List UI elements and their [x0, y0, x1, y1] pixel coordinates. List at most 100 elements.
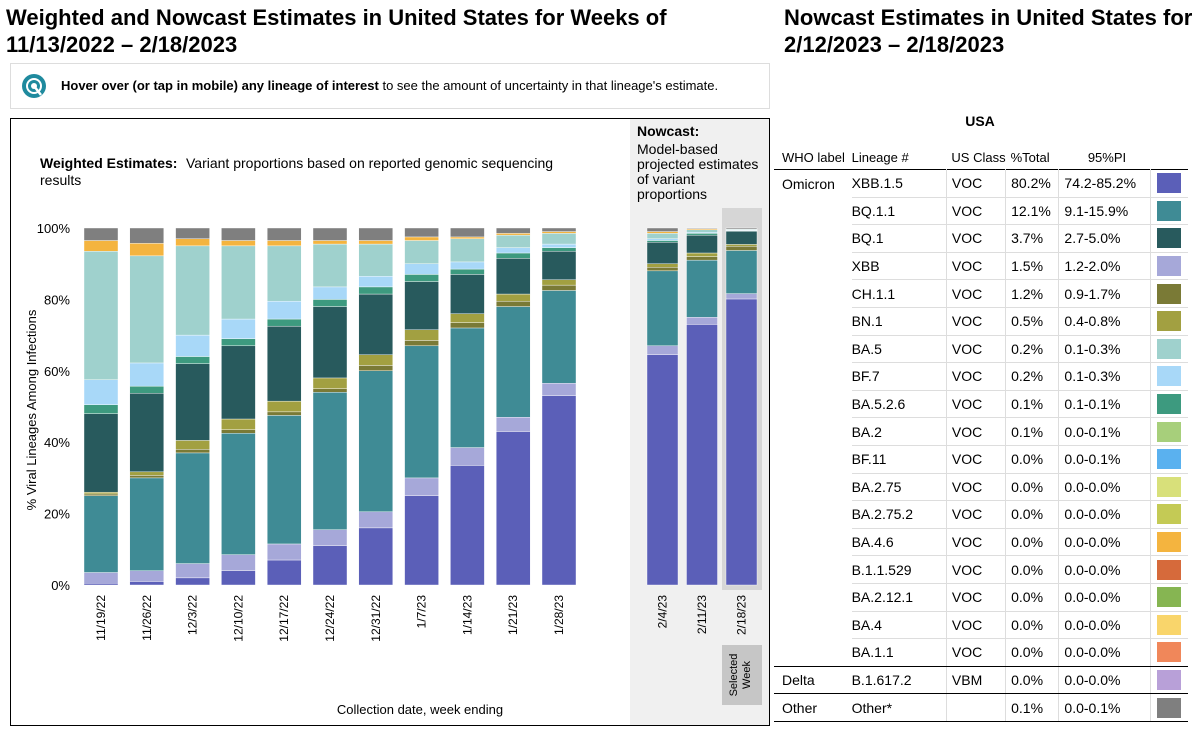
bar-segment-ba-5-2-6[interactable] — [450, 268, 485, 275]
bar-segment-bq-1-1[interactable] — [541, 290, 577, 384]
bar-segment-ch-1-1[interactable] — [646, 267, 679, 272]
bar-segment-xbb-1-5[interactable] — [450, 465, 485, 586]
bar-segment-ch-1-1[interactable] — [450, 322, 485, 329]
bar-segment-ba-5-2-6[interactable] — [83, 404, 119, 414]
table-row[interactable]: Delta B.1.617.2 VBM 0.0% 0.0-0.0% — [774, 665, 1188, 695]
bar-segment-ba-5-2-6[interactable] — [404, 274, 439, 282]
bar-segment-xbb[interactable] — [221, 554, 256, 571]
bar-segment-xbb[interactable] — [312, 529, 348, 546]
bar-segment-bq-1[interactable] — [404, 281, 439, 330]
bar-segment-bn-1[interactable] — [175, 440, 210, 450]
bar-segment-bn-1[interactable] — [221, 418, 256, 430]
bar-segment-ba-4-6[interactable] — [175, 238, 210, 247]
bar-segment-ch-1-1[interactable] — [129, 475, 165, 479]
bar-segment-ch-1-1[interactable] — [312, 388, 348, 393]
bar-segment-other-[interactable] — [312, 227, 348, 241]
bar-segment-xbb-1-5[interactable] — [358, 527, 393, 586]
bar-segment-ba-5[interactable] — [221, 245, 256, 320]
bar-segment-xbb-1-5[interactable] — [175, 577, 210, 586]
bar-segment-ba-4-6[interactable] — [358, 240, 393, 245]
bar-segment-bf-7[interactable] — [221, 318, 256, 339]
bar-segment-bn-1[interactable] — [129, 471, 165, 476]
bar-segment-ba-5-2-6[interactable] — [221, 338, 256, 347]
bar-segment-ba-4-6[interactable] — [404, 236, 439, 241]
bar-segment-bq-1-1[interactable] — [404, 345, 439, 479]
bar-segment-bq-1-1[interactable] — [496, 306, 531, 418]
table-row[interactable]: BQ.1.1 VOC 12.1% 9.1-15.9% — [774, 197, 1188, 226]
bar-segment-bn-1[interactable] — [404, 329, 439, 341]
bar-segment-ba-5-2-6[interactable] — [267, 318, 302, 327]
table-row[interactable]: BF.7 VOC 0.2% 0.1-0.3% — [774, 362, 1188, 391]
table-row[interactable]: BA.2.12.1 VOC 0.0% 0.0-0.0% — [774, 583, 1188, 612]
table-row[interactable]: BQ.1 VOC 3.7% 2.7-5.0% — [774, 224, 1188, 253]
bar-segment-other-[interactable] — [221, 227, 256, 241]
table-row[interactable]: CH.1.1 VOC 1.2% 0.9-1.7% — [774, 279, 1188, 308]
bar-segment-bf-7[interactable] — [175, 334, 210, 357]
bar-segment-bq-1[interactable] — [129, 393, 165, 473]
bar-segment-xbb[interactable] — [686, 317, 718, 325]
bar-segment-bf-7[interactable] — [450, 261, 485, 270]
bar-segment-bq-1-1[interactable] — [725, 250, 758, 294]
bar-segment-bq-1-1[interactable] — [358, 370, 393, 513]
bar-segment-bf-7[interactable] — [646, 238, 679, 241]
bar-segment-bn-1[interactable] — [312, 377, 348, 389]
bar-segment-ba-5-2-6[interactable] — [496, 252, 531, 259]
bar-segment-bn-1[interactable] — [450, 313, 485, 323]
bar-segment-xbb-1-5[interactable] — [541, 395, 577, 586]
bar-segment-ba-4-6[interactable] — [267, 240, 302, 247]
bar-segment-xbb-1-5[interactable] — [686, 324, 718, 586]
bar-segment-other-[interactable] — [686, 227, 718, 229]
bar-segment-ba-4-6[interactable] — [312, 240, 348, 245]
bar-segment-ch-1-1[interactable] — [725, 245, 758, 251]
bar-segment-bq-1-1[interactable] — [312, 392, 348, 530]
bar-segment-bn-1[interactable] — [725, 244, 758, 247]
bar-segment-ba-4-6[interactable] — [129, 243, 165, 257]
bar-segment-bq-1[interactable] — [267, 325, 302, 402]
bar-segment-xbb[interactable] — [541, 383, 577, 396]
bar-segment-ch-1-1[interactable] — [541, 284, 577, 291]
bar-segment-bn-1[interactable] — [83, 491, 119, 495]
bar-segment-ba-5[interactable] — [404, 240, 439, 264]
bar-segment-bf-7[interactable] — [496, 247, 531, 254]
bar-segment-bf-7[interactable] — [312, 286, 348, 300]
bar-segment-bq-1[interactable] — [175, 363, 210, 441]
bar-segment-xbb-1-5[interactable] — [312, 545, 348, 586]
bar-segment-bq-1[interactable] — [496, 258, 531, 295]
bar-segment-bq-1-1[interactable] — [267, 415, 302, 545]
bar-segment-bf-7[interactable] — [404, 263, 439, 275]
bar-segment-ch-1-1[interactable] — [686, 256, 718, 261]
table-row[interactable]: BA.2.75.2 VOC 0.0% 0.0-0.0% — [774, 500, 1188, 529]
bar-segment-bq-1[interactable] — [646, 242, 679, 264]
bar-segment-bf-7[interactable] — [541, 243, 577, 248]
bar-segment-bn-1[interactable] — [541, 279, 577, 286]
bar-segment-bf-7[interactable] — [358, 275, 393, 288]
bar-segment-bq-1[interactable] — [725, 231, 758, 245]
bar-segment-bq-1-1[interactable] — [83, 495, 119, 573]
bar-segment-bf-7[interactable] — [267, 300, 302, 320]
table-row[interactable]: BA.2 VOC 0.1% 0.0-0.1% — [774, 417, 1188, 446]
bar-segment-ba-5[interactable] — [267, 245, 302, 302]
bar-segment-ba-5[interactable] — [686, 229, 718, 233]
bar-segment-bq-1[interactable] — [358, 293, 393, 355]
bar-segment-bq-1-1[interactable] — [686, 259, 718, 318]
bar-segment-ba-5-2-6[interactable] — [129, 385, 165, 394]
bar-segment-ch-1-1[interactable] — [404, 340, 439, 347]
bar-segment-bn-1[interactable] — [646, 263, 679, 268]
bar-segment-xbb[interactable] — [129, 570, 165, 582]
bar-segment-xbb-1-5[interactable] — [267, 559, 302, 586]
bar-segment-other-[interactable] — [646, 227, 679, 232]
bar-segment-other-[interactable] — [83, 227, 119, 241]
bar-segment-ba-5[interactable] — [496, 234, 531, 248]
table-row[interactable]: BF.11 VOC 0.0% 0.0-0.1% — [774, 445, 1188, 474]
bar-segment-ba-5[interactable] — [83, 251, 119, 380]
bar-segment-ch-1-1[interactable] — [83, 493, 119, 496]
bar-segment-xbb-1-5[interactable] — [404, 495, 439, 586]
bar-segment-ba-5-2-6[interactable] — [541, 247, 577, 252]
bar-segment-bn-1[interactable] — [267, 400, 302, 413]
bar-segment-xbb[interactable] — [725, 293, 758, 300]
bar-segment-ba-5[interactable] — [450, 238, 485, 263]
bar-segment-other-[interactable] — [496, 227, 531, 234]
bar-segment-xbb-1-5[interactable] — [725, 298, 758, 586]
bar-segment-xbb-1-5[interactable] — [221, 570, 256, 586]
table-row[interactable]: BA.4.6 VOC 0.0% 0.0-0.0% — [774, 528, 1188, 557]
